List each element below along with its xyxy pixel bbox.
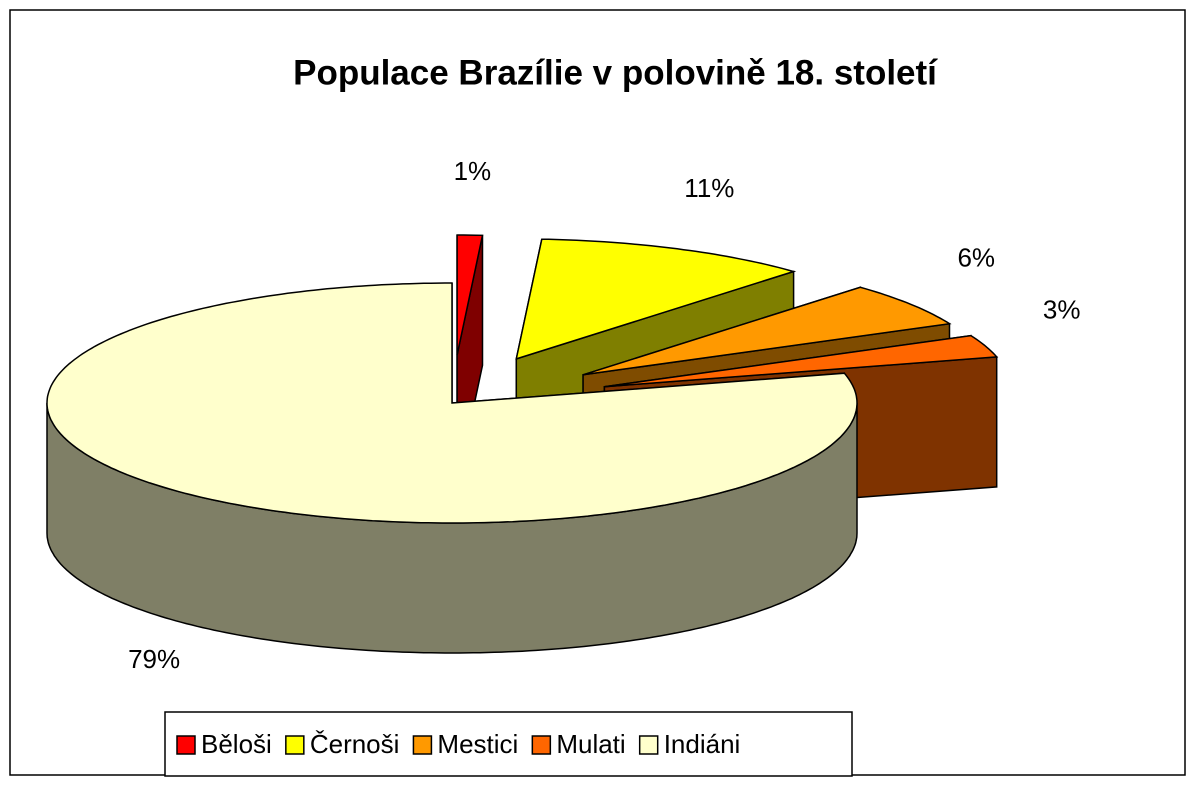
legend: Běloši Černoši Mestici Mulati Indiáni: [176, 729, 741, 759]
slice: [515, 238, 797, 361]
legend-swatch: [412, 735, 433, 755]
slice: [46, 282, 858, 524]
pie: [46, 234, 999, 654]
legend-label: Mulati: [556, 729, 625, 759]
legend-swatch: [285, 735, 305, 755]
data-label: 6%: [957, 242, 995, 272]
slice: [604, 334, 999, 388]
legend-label: Indiáni: [664, 729, 741, 759]
slice: [582, 286, 952, 376]
legend-box: [164, 711, 853, 777]
legend-label: Černoši: [310, 729, 400, 759]
data-label: 3%: [1043, 295, 1081, 325]
legend-label: Mestici: [437, 729, 518, 759]
slice: [456, 234, 484, 356]
legend-label: Běloši: [201, 729, 272, 759]
legend-swatch: [176, 735, 196, 755]
legend-swatch: [638, 735, 659, 755]
data-label: 11%: [684, 173, 734, 203]
chart-title: Populace Brazílie v polovině 18. století: [293, 53, 938, 92]
data-label: 79%: [128, 644, 180, 674]
legend-swatch: [531, 735, 552, 755]
data-label: 1%: [454, 156, 492, 186]
